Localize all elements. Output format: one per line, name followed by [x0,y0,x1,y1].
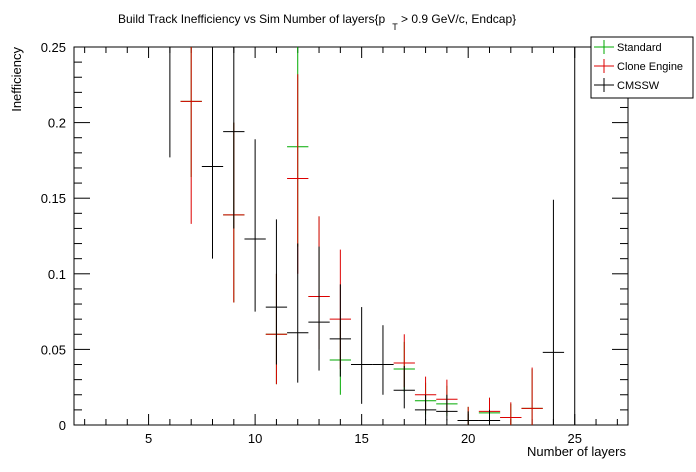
data-point [372,325,394,395]
legend-label: Clone Engine [617,61,683,73]
data-point [500,402,522,425]
chart-title-main: Build Track Inefficiency vs Sim Number o… [118,12,386,26]
legend-item-cmssw: CMSSW [594,78,660,92]
y-tick-label: 0.15 [41,191,66,206]
legend: Standard Clone Engine CMSSW [590,36,694,99]
x-tick-label: 25 [567,431,581,446]
y-tick-label: 0.2 [48,116,66,131]
data-point [308,246,330,371]
legend-item-standard: Standard [594,40,662,54]
x-tick-label: 15 [354,431,368,446]
data-point [180,47,202,224]
data-point [287,243,309,383]
data-point [564,46,586,425]
y-tick-label: 0.1 [48,267,66,282]
legend-label: Standard [617,42,662,54]
data-point [287,74,309,274]
data-point [329,284,351,377]
x-tick-label: 10 [248,431,262,446]
chart-title: Build Track Inefficiency vs Sim Number o… [118,12,516,32]
x-tick-label: 20 [461,431,475,446]
axis-tick-labels: 5 10 15 20 25 0 0.05 0.1 0.15 0.2 0.25 [41,40,582,446]
y-tick-label: 0.25 [41,40,66,55]
data-point [223,47,245,229]
data-point [478,409,501,425]
data-point [436,394,458,421]
x-tick-label: 5 [145,431,152,446]
data-point [521,367,543,425]
chart-title-rest: > 0.9 GeV/c, Endcap} [398,12,516,26]
data-point [201,47,224,259]
x-axis-title: Number of layers [527,444,626,459]
data-point [457,411,479,425]
data-point [244,139,266,312]
data-point [351,307,373,404]
series-cmssw [159,46,586,425]
y-axis-title: Inefficiency [9,47,24,112]
y-tick-label: 0 [59,418,66,433]
data-point [393,366,415,409]
legend-item-clone-engine: Clone Engine [594,59,683,73]
plot-frame [73,46,629,426]
data-series [159,46,586,425]
data-point [159,46,181,158]
data-point [265,219,288,365]
axis-ticks [74,46,628,426]
chart-title-subscript: T [392,22,398,32]
data-point [542,199,565,425]
legend-label: CMSSW [617,80,660,92]
data-point [414,394,437,421]
y-tick-label: 0.05 [41,342,66,357]
